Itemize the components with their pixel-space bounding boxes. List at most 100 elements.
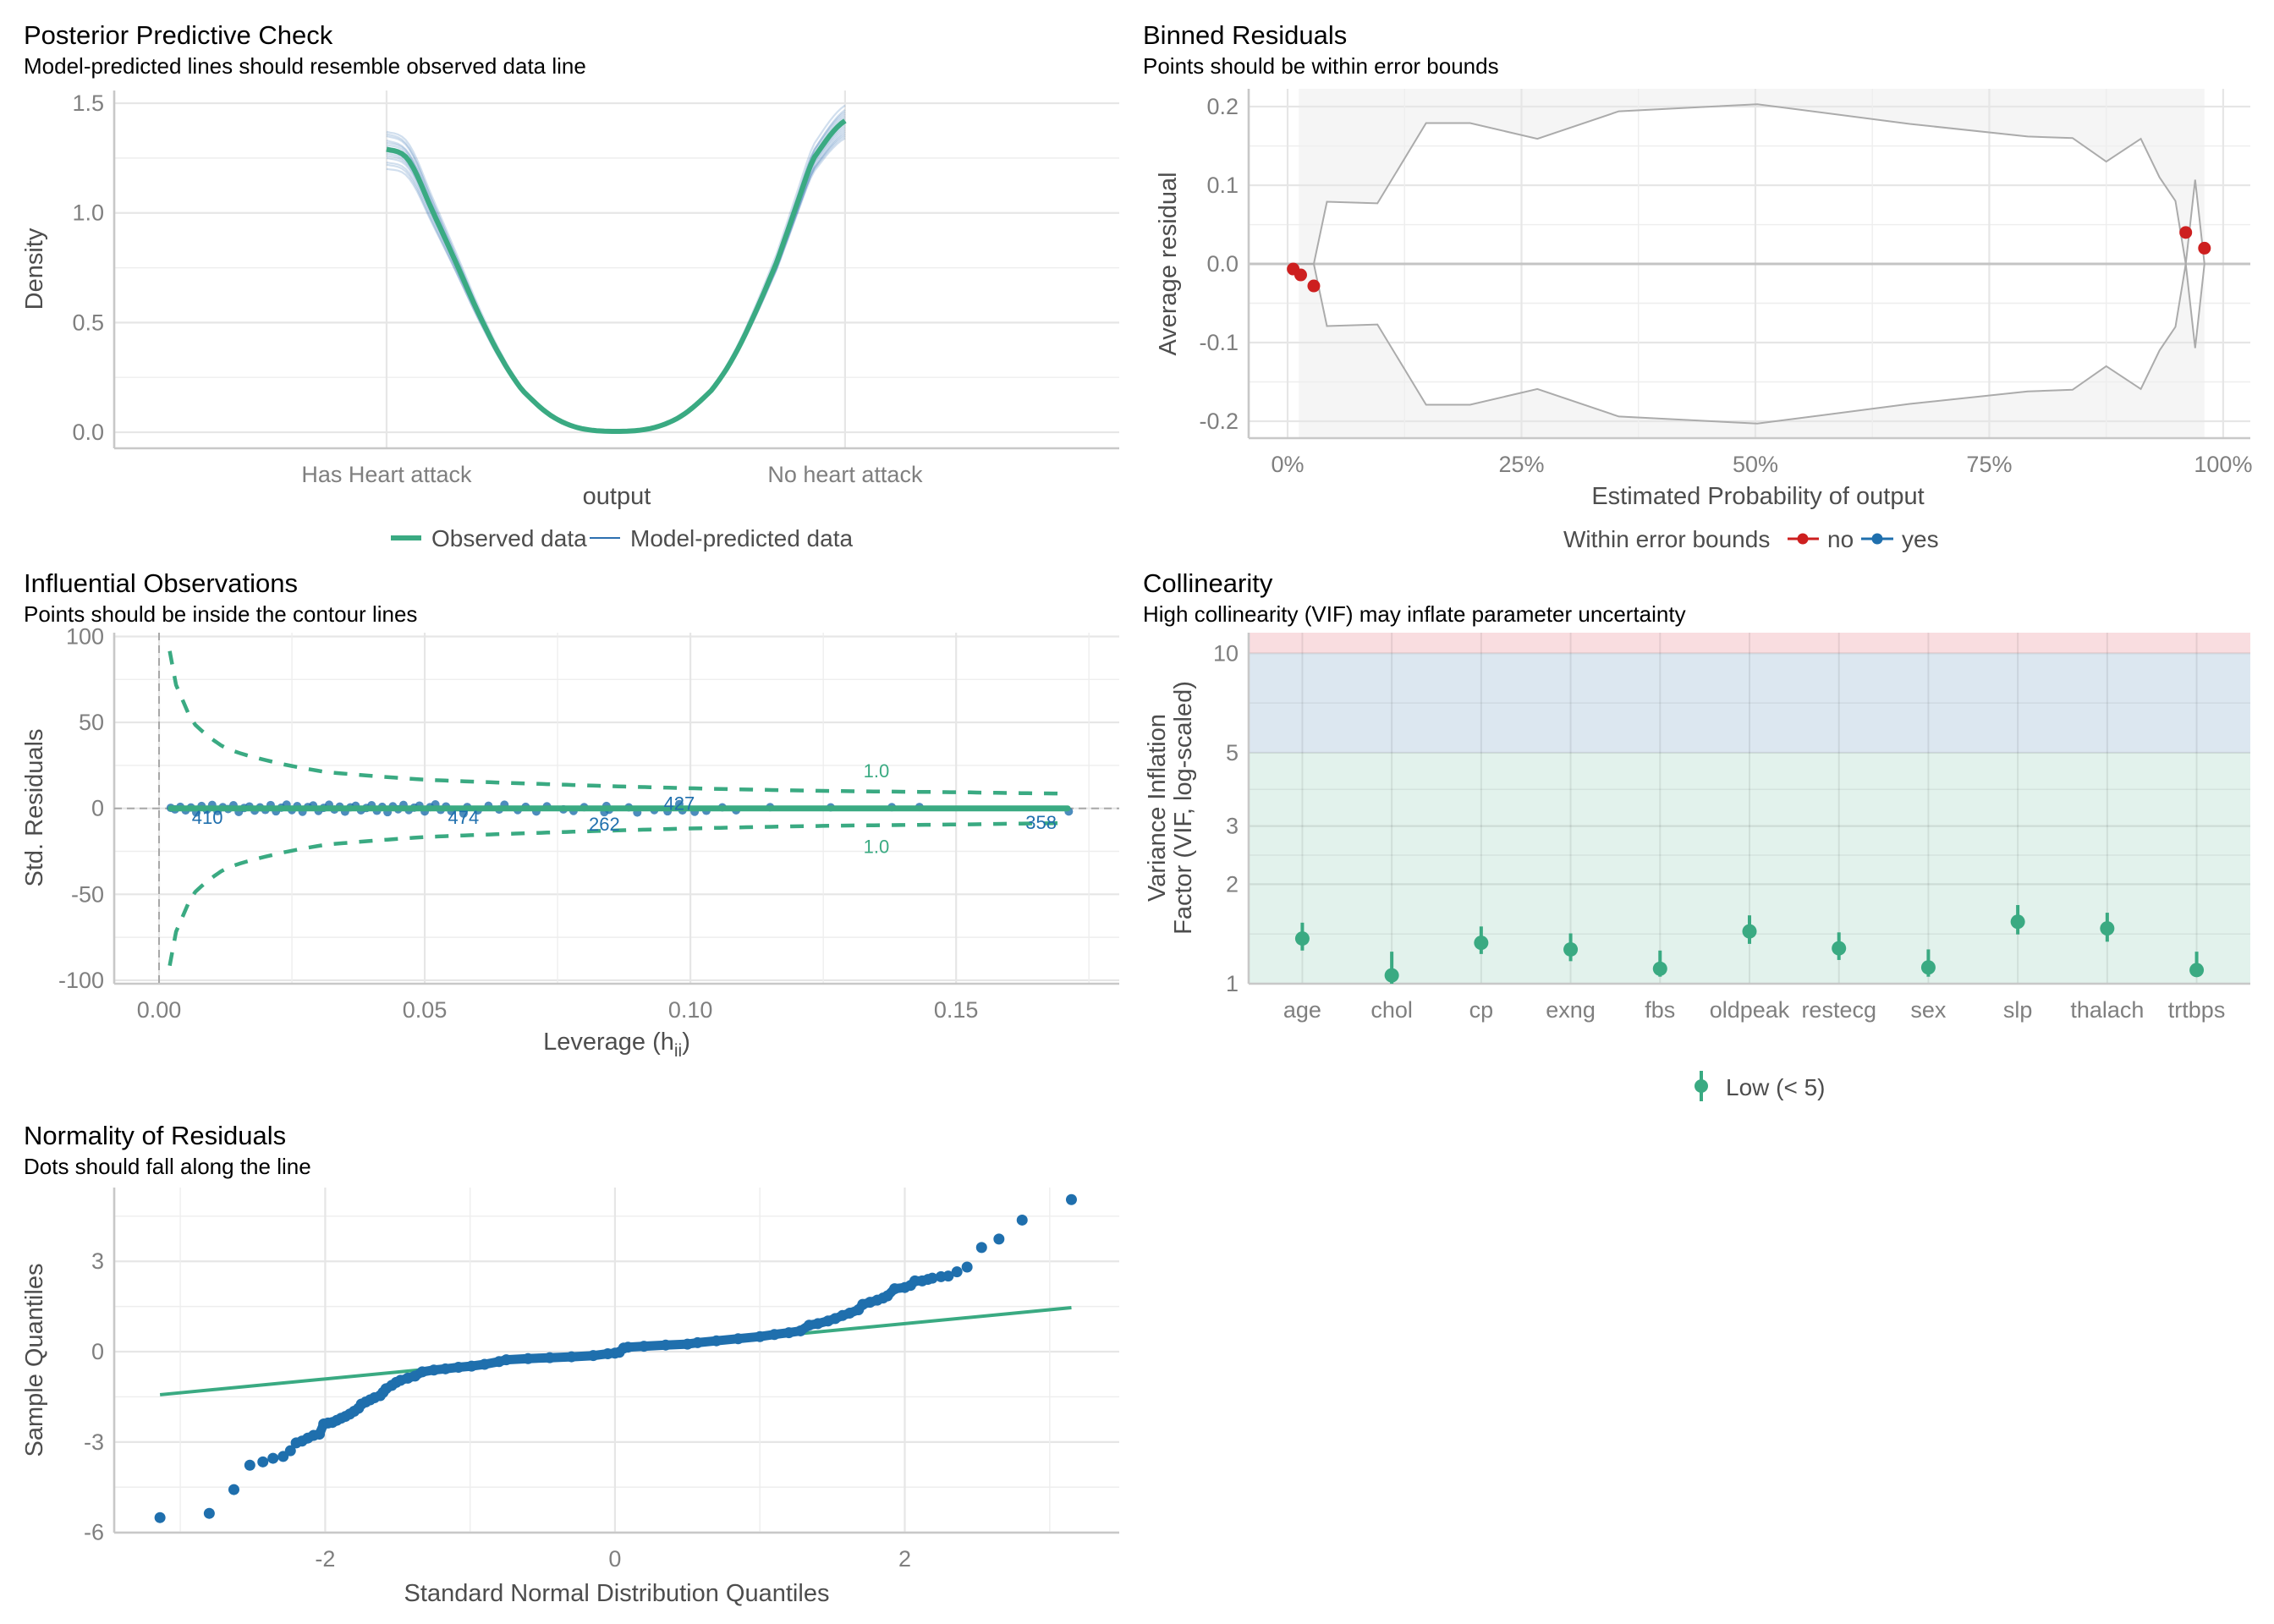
y-tick-label: 2: [1226, 871, 1239, 897]
panel-subtitle: Model-predicted lines should resemble ob…: [24, 53, 586, 79]
qq-point: [961, 1261, 973, 1273]
vif-point: [1652, 961, 1667, 976]
qq-point: [1016, 1214, 1028, 1226]
x-axis-title: output: [583, 483, 651, 510]
contour-label-upper: 1.0: [864, 760, 890, 782]
legend: Observed data Model-predicted data: [391, 525, 853, 551]
x-tick-label: slp: [2003, 997, 2033, 1023]
observed-density-line: [386, 118, 847, 434]
panel-posterior-predictive-check: Posterior Predictive Check Model-predict…: [21, 20, 1119, 551]
x-tick-label: 0%: [1271, 452, 1304, 477]
qq-point: [566, 1351, 578, 1363]
y-tick-label: 1.5: [72, 91, 104, 116]
panel-title: Collinearity: [1143, 568, 1273, 598]
x-axis-title: Estimated Probability of output: [1591, 483, 1924, 510]
qq-point: [692, 1336, 704, 1348]
y-tick-label: -3: [84, 1429, 104, 1455]
qq-point: [711, 1335, 722, 1347]
qq-point: [154, 1512, 166, 1523]
observation-label: 427: [664, 793, 695, 815]
qq-point: [733, 1333, 744, 1345]
qq-point: [453, 1362, 464, 1374]
x-tick-label: fbs: [1645, 997, 1675, 1023]
x-tick-label: 0.10: [668, 997, 713, 1023]
vif-point: [2010, 914, 2025, 930]
legend-label-no: no: [1827, 526, 1854, 552]
x-tick-label: 50%: [1733, 452, 1778, 477]
panel-binned-residuals: Binned Residuals Points should be within…: [1143, 20, 2252, 552]
y-tick-label: -50: [71, 881, 104, 907]
y-tick-label: -0.1: [1199, 330, 1239, 355]
qq-point: [754, 1330, 766, 1342]
binned-residual-point: [1294, 268, 1307, 282]
x-axis-title-subscript: ii: [674, 1041, 682, 1061]
y-tick-label: 3: [1226, 814, 1239, 839]
x-tick-label: exng: [1546, 997, 1596, 1023]
qq-point: [622, 1341, 634, 1353]
y-axis-title: Sample Quantiles: [21, 1264, 48, 1457]
qq-point: [203, 1507, 215, 1519]
plot-area: 1 2 3 5 10 age chol cp exng fbs oldpeak restecg sex s…: [1213, 633, 2250, 1023]
observation-label: 474: [448, 807, 480, 828]
qq-point: [812, 1318, 824, 1330]
x-tick-label: age: [1283, 997, 1321, 1023]
legend-label-observed: Observed data: [431, 525, 587, 551]
legend-key-no-dot: [1797, 533, 1809, 545]
panel-collinearity: Collinearity High collinearity (VIF) may…: [1143, 568, 2250, 1101]
x-tick-label: cp: [1469, 997, 1494, 1023]
vif-band-low: [1249, 752, 2250, 984]
qq-point: [1065, 1193, 1077, 1205]
qq-point: [440, 1363, 452, 1374]
qq-point: [244, 1459, 255, 1471]
observation-label: 262: [589, 814, 620, 835]
qq-point: [257, 1456, 269, 1468]
legend-label-predicted: Model-predicted data: [630, 525, 853, 551]
vif-point: [1294, 931, 1310, 946]
x-axis-title: Leverage (hii): [543, 1029, 690, 1061]
panel-subtitle: High collinearity (VIF) may inflate para…: [1143, 601, 1686, 627]
panel-title: Influential Observations: [24, 568, 298, 598]
qq-point: [975, 1242, 987, 1254]
y-tick-label: 5: [1226, 740, 1239, 765]
x-axis-title-close: ): [682, 1029, 690, 1056]
vif-point: [2189, 963, 2205, 978]
vif-band-high: [1249, 633, 2250, 654]
qq-point: [638, 1341, 650, 1352]
y-axis-title: Std. Residuals: [21, 729, 48, 887]
qq-point: [660, 1339, 672, 1351]
panel-subtitle: Points should be inside the contour line…: [24, 601, 417, 627]
qq-point: [465, 1360, 477, 1372]
contour-label-lower: 1.0: [864, 836, 890, 857]
qq-point: [926, 1272, 938, 1284]
qq-point: [522, 1352, 534, 1364]
qq-point: [794, 1325, 806, 1336]
panel-title: Binned Residuals: [1143, 20, 1347, 50]
x-axis-title-main: Leverage (h: [543, 1029, 674, 1056]
binned-residual-point: [2179, 226, 2193, 239]
upper-error-bound: [1293, 103, 2205, 265]
x-tick-label: trtbps: [2168, 997, 2226, 1023]
x-tick-label: thalach: [2070, 997, 2144, 1023]
panel-subtitle: Dots should fall along the line: [24, 1154, 311, 1179]
y-axis-title: Density: [21, 228, 48, 310]
panel-title: Posterior Predictive Check: [24, 20, 333, 50]
y-tick-label: 0: [91, 796, 104, 821]
binned-residual-point: [2198, 241, 2211, 255]
x-tick-label: oldpeak: [1710, 997, 1790, 1023]
panel-normality-of-residuals: Normality of Residuals Dots should fall …: [21, 1121, 1119, 1607]
x-tick-label: 100%: [2194, 452, 2252, 477]
qq-point: [942, 1270, 954, 1282]
y-axis-title: Average residual: [1155, 172, 1182, 355]
y-tick-label: 10: [1213, 640, 1239, 666]
y-tick-label: -0.2: [1199, 409, 1239, 434]
qq-point: [267, 1452, 279, 1464]
qq-point: [544, 1352, 556, 1363]
y-tick-label: 0.0: [72, 420, 104, 445]
legend-label-yes: yes: [1902, 526, 1939, 552]
y-tick-label: 50: [79, 710, 104, 735]
qq-point: [416, 1366, 428, 1378]
x-tick-label: sex: [1910, 997, 1947, 1023]
vif-point: [1832, 941, 1847, 956]
qq-point: [479, 1358, 491, 1370]
